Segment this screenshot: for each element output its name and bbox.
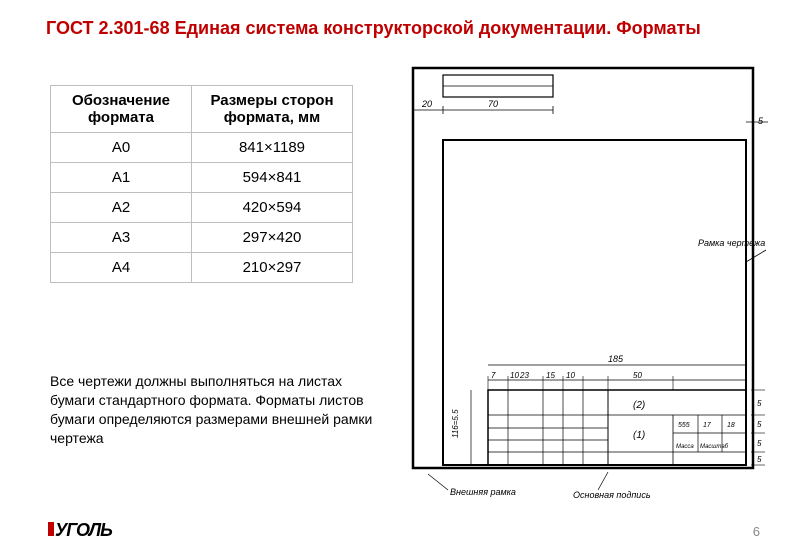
cell: 841×1189 xyxy=(192,133,353,163)
cell: А0 xyxy=(51,133,192,163)
dim-5c: 5 xyxy=(757,439,762,448)
tb-masshtab: Масштаб xyxy=(700,444,729,450)
frame-label: Рамка чертежа xyxy=(698,238,765,248)
cell-2: (2) xyxy=(633,400,645,411)
table-row: А2420×594 xyxy=(51,193,353,223)
label-title-block: Основная подпись xyxy=(573,490,651,500)
dim-height: 116=5.5 xyxy=(451,409,460,438)
logo-text: УГОЛЬ xyxy=(55,520,112,540)
title-block-group: (2) (1) 555 17 18 Масса Масштаб xyxy=(488,390,746,465)
dim-15: 15 xyxy=(546,371,555,380)
cell: А2 xyxy=(51,193,192,223)
tb-555: 555 xyxy=(678,422,690,429)
dim-23: 23 xyxy=(519,371,529,380)
page-number: 6 xyxy=(753,524,760,539)
col-header-format: Обозначение формата xyxy=(51,86,192,133)
cell: А4 xyxy=(51,253,192,283)
table-row: А4210×297 xyxy=(51,253,353,283)
dim-5b: 5 xyxy=(757,420,762,429)
drawing-frame-diagram: 20 70 5 Рамка чертежа (2) xyxy=(398,60,768,500)
dim-7: 7 xyxy=(491,371,496,380)
table-row: А3297×420 xyxy=(51,223,353,253)
dim-10: 10 xyxy=(510,371,519,380)
dim-185: 185 xyxy=(608,354,624,364)
cell: А1 xyxy=(51,163,192,193)
tb-17: 17 xyxy=(703,422,712,429)
table-row: А1594×841 xyxy=(51,163,353,193)
dim-50: 50 xyxy=(633,371,642,380)
logo: УГОЛЬ xyxy=(48,520,112,541)
dim-10b: 10 xyxy=(566,371,575,380)
label-outer-frame: Внешняя рамка xyxy=(450,487,516,497)
table-header-row: Обозначение формата Размеры сторон форма… xyxy=(51,86,353,133)
table-row: А0841×1189 xyxy=(51,133,353,163)
dim-5a: 5 xyxy=(757,399,762,408)
dim-20: 20 xyxy=(421,99,432,109)
cell: А3 xyxy=(51,223,192,253)
tb-massa: Масса xyxy=(676,444,694,450)
cell: 420×594 xyxy=(192,193,353,223)
cell-1: (1) xyxy=(633,430,645,441)
formats-table: Обозначение формата Размеры сторон форма… xyxy=(50,85,353,283)
dim-70: 70 xyxy=(488,99,498,109)
cell: 297×420 xyxy=(192,223,353,253)
tb-18: 18 xyxy=(727,422,735,429)
dim-5d: 5 xyxy=(757,455,762,464)
description-text: Все чертежи должны выполняться на листах… xyxy=(50,372,380,448)
cell: 594×841 xyxy=(192,163,353,193)
page-title: ГОСТ 2.301-68 Единая система конструктор… xyxy=(46,18,701,39)
logo-accent xyxy=(48,522,54,536)
cell: 210×297 xyxy=(192,253,353,283)
col-header-dims: Размеры сторон формата, мм xyxy=(192,86,353,133)
dim-5-right: 5 xyxy=(758,116,764,126)
